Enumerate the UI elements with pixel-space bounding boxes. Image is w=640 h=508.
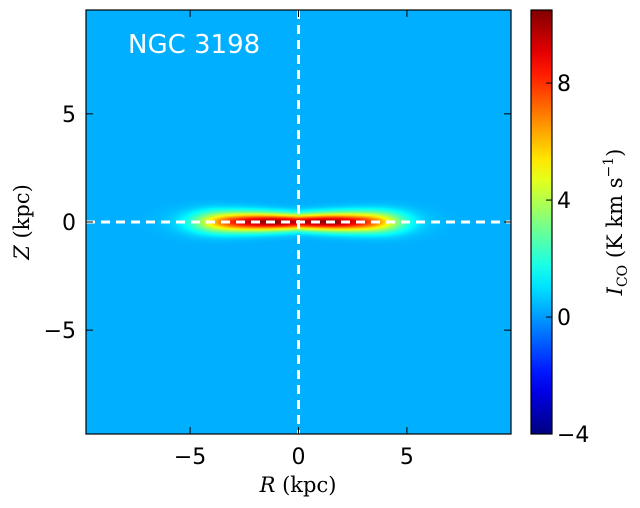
colorbar-label-sub: CO [615,265,631,287]
colorbar: −4 0 4 8 [530,9,589,448]
chart-title: NGC 3198 [128,30,260,60]
x-tick-label: 5 [400,445,414,470]
colorbar-tick-label: 4 [557,189,571,214]
y-axis-label-unit: (kpc) [10,184,34,245]
colorbar-tick-label: −4 [557,423,589,448]
y-tick-label: −5 [44,319,76,344]
colorbar-frame [530,9,553,435]
y-axis-label: Z (kpc) [10,184,34,261]
colorbar-label: ICO (K km s−1) [601,149,631,297]
x-tick-label: −5 [174,445,206,470]
colorbar-label-sup: −1 [601,157,617,178]
x-axis-ticks: −5 0 5 [174,10,414,470]
y-tick-label: 5 [62,103,76,128]
y-tick-label: 0 [62,211,76,236]
y-axis-ticks: −5 0 5 [44,103,511,344]
heatmap-plot-area [85,9,512,435]
colorbar-label-var: I [603,286,627,296]
colorbar-fill [531,10,552,434]
y-axis-label-var: Z [10,245,34,261]
colorbar-tick-label: 8 [557,72,571,97]
colorbar-label-unit: (K km s [603,178,627,265]
colorbar-tick-label: 0 [557,306,571,331]
x-axis-label: R (kpc) [259,473,337,497]
colorbar-ticks: −4 0 4 8 [546,72,589,448]
colorbar-label-close: ) [603,149,627,157]
x-axis-label-unit: (kpc) [275,473,336,497]
x-tick-label: 0 [292,445,306,470]
x-axis-label-var: R [259,473,276,497]
